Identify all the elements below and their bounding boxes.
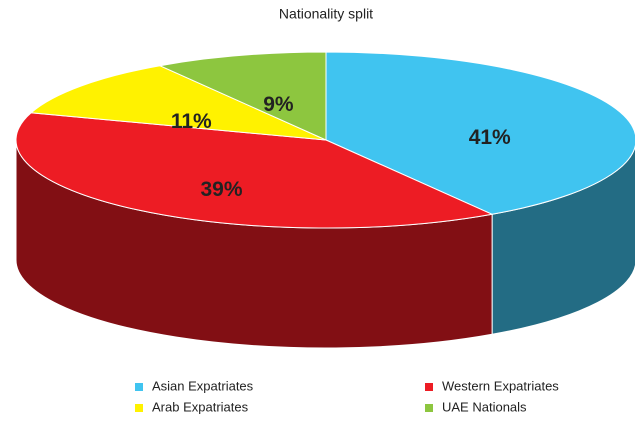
legend-label: UAE Nationals: [442, 399, 527, 414]
value-label: 11%: [171, 110, 212, 133]
legend-swatch: [425, 404, 433, 412]
legend-label: Arab Expatriates: [152, 399, 249, 414]
value-label: 39%: [200, 178, 242, 201]
slice: [325, 51, 635, 215]
legend-label: Western Expatriates: [442, 378, 559, 393]
chart-title: Nationality split: [279, 6, 373, 22]
value-label: 41%: [469, 126, 511, 149]
legend-label: Asian Expatriates: [152, 378, 254, 393]
legend-swatch: [425, 383, 433, 391]
slice: [158, 51, 327, 141]
legend-swatch: [135, 383, 143, 391]
slice: [15, 112, 494, 229]
value-label: 9%: [263, 93, 294, 116]
slice: [29, 65, 327, 141]
legend-swatch: [135, 404, 143, 412]
